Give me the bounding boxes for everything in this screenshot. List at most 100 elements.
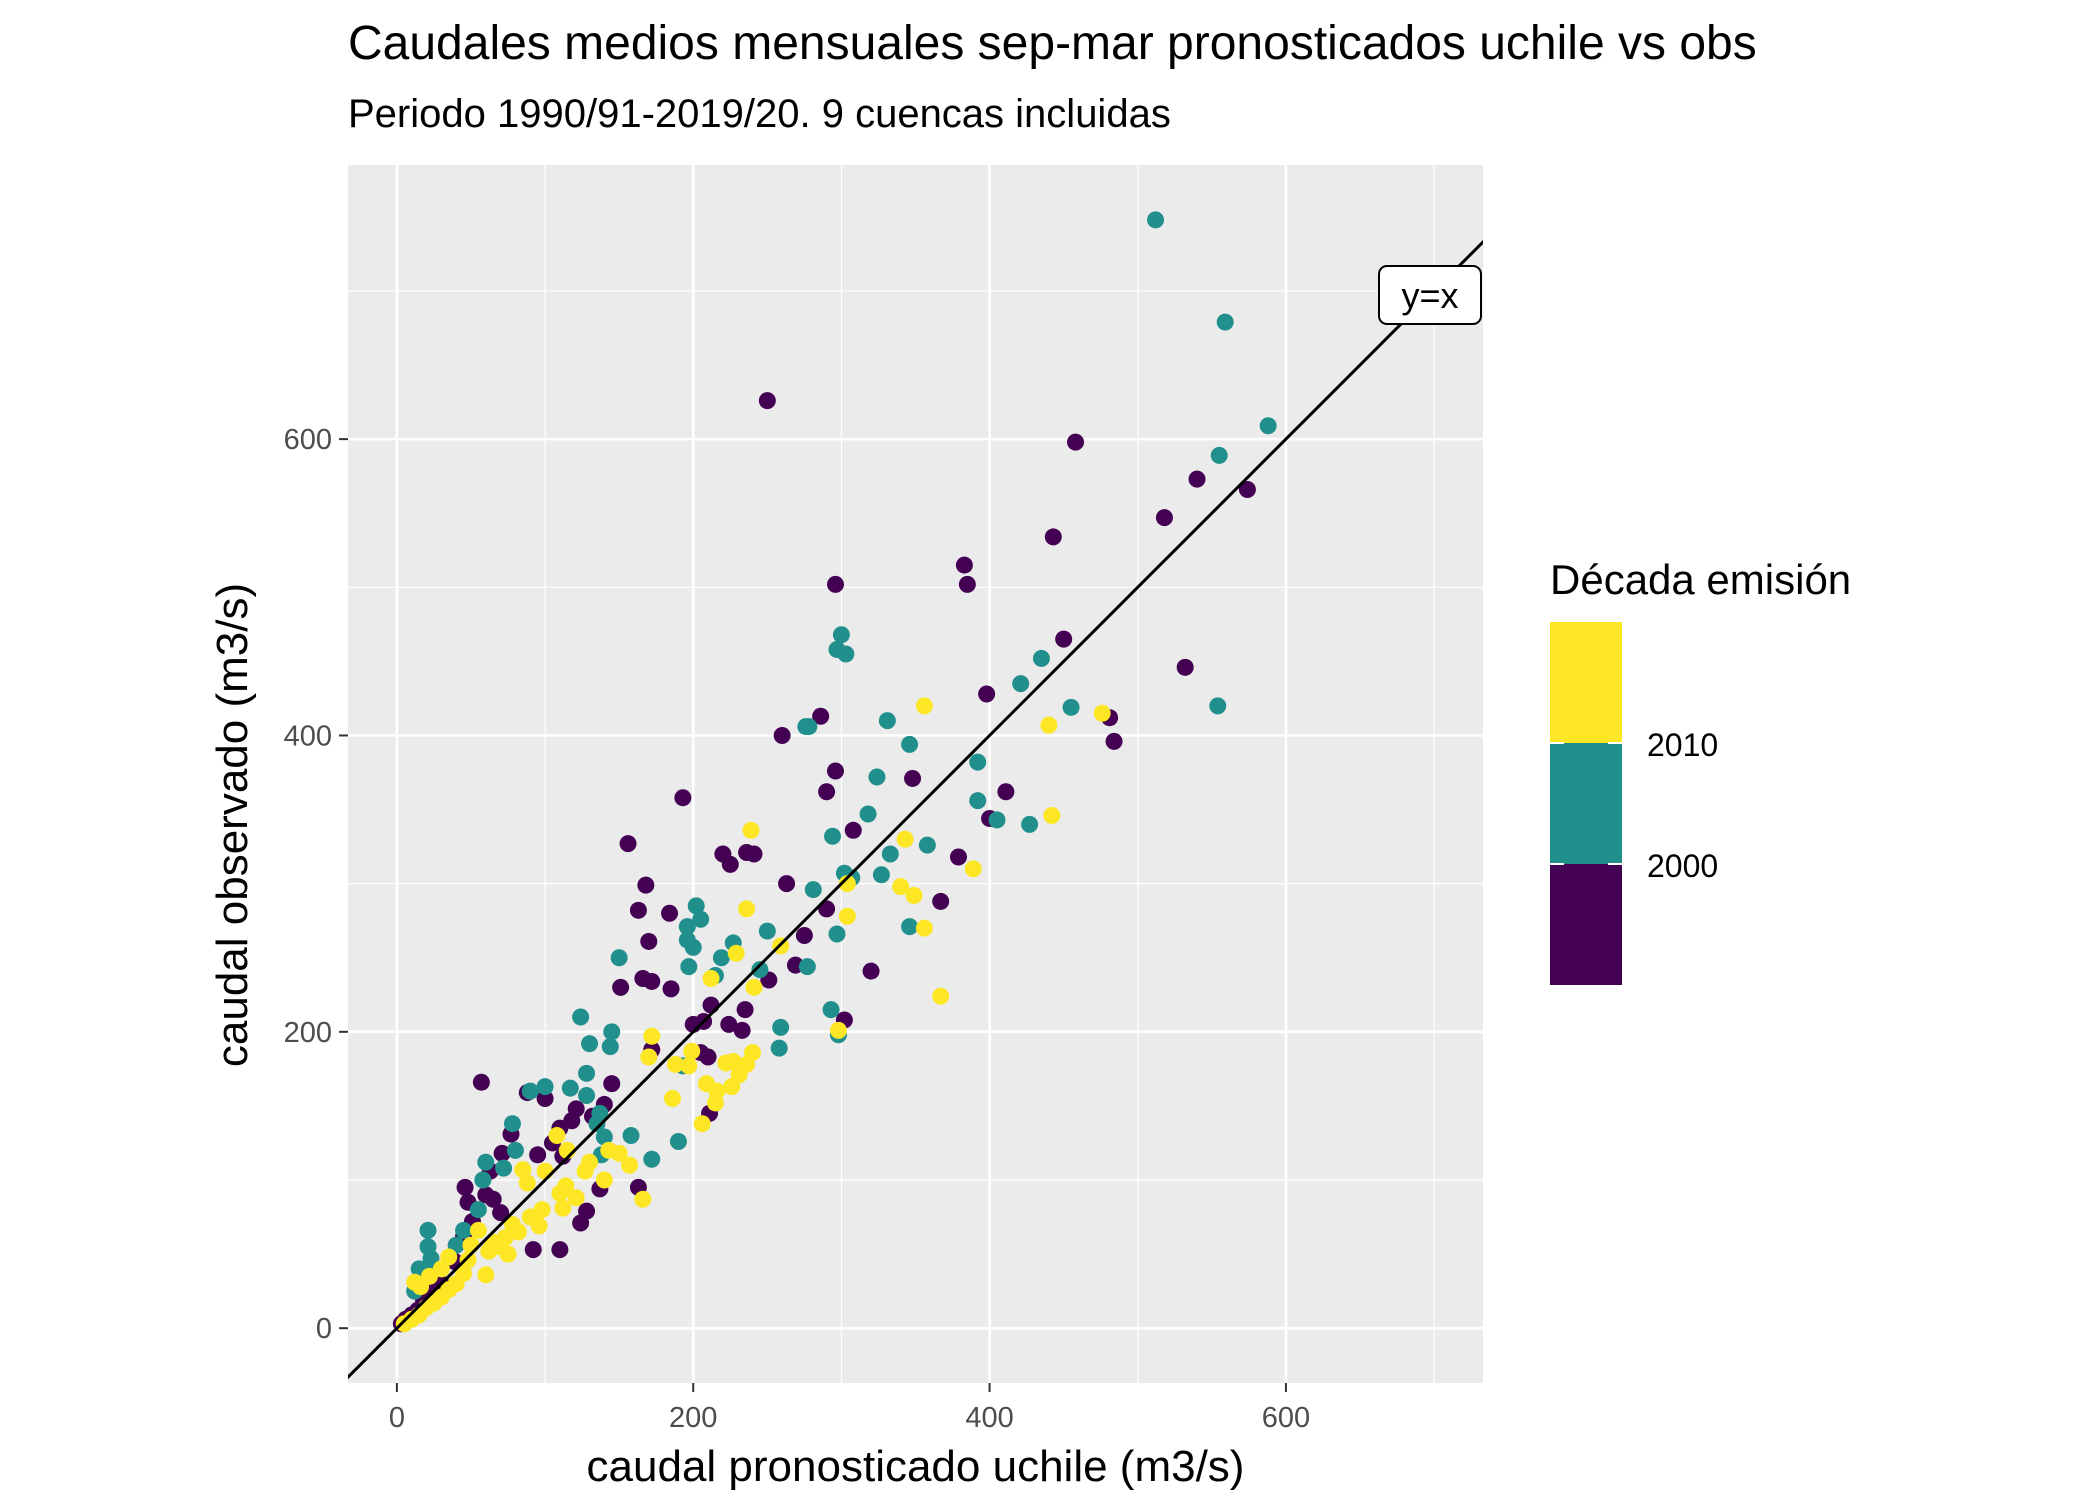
data-point — [469, 1201, 487, 1219]
data-point — [1105, 732, 1123, 750]
data-point — [800, 718, 818, 736]
data-point — [698, 1075, 716, 1093]
chart-title: Caudales medios mensuales sep-mar pronos… — [348, 17, 1757, 70]
data-point — [619, 835, 637, 853]
data-point — [978, 685, 996, 703]
data-point — [969, 792, 987, 810]
data-point — [492, 1204, 510, 1222]
data-point — [680, 958, 698, 976]
data-point — [536, 1078, 554, 1096]
data-point — [958, 575, 976, 593]
legend-label-2000: 2000 — [1647, 848, 1719, 884]
data-point — [778, 875, 796, 893]
data-point — [661, 904, 679, 922]
data-point — [683, 1042, 701, 1060]
data-point — [878, 712, 896, 730]
data-point — [603, 1075, 621, 1093]
data-point — [643, 1027, 661, 1045]
chart-subtitle: Periodo 1990/91-2019/20. 9 cuencas inclu… — [348, 92, 1171, 136]
data-point — [905, 887, 923, 905]
legend-key — [1550, 743, 1622, 864]
data-point — [518, 1174, 536, 1192]
data-point — [422, 1250, 440, 1268]
data-point — [727, 944, 745, 962]
data-point — [687, 897, 705, 915]
data-point — [581, 1035, 599, 1053]
data-point — [637, 876, 655, 894]
data-point — [600, 1141, 618, 1159]
data-point — [822, 1001, 840, 1019]
legend-colorbar — [1550, 622, 1622, 985]
data-point — [1040, 716, 1058, 734]
data-point — [988, 811, 1006, 829]
data-point — [1216, 313, 1234, 331]
data-point — [1238, 481, 1256, 499]
data-point — [477, 1266, 495, 1284]
data-point — [472, 1073, 490, 1091]
data-point — [456, 1178, 474, 1196]
data-point — [524, 1241, 542, 1259]
data-points — [392, 211, 1277, 1333]
data-point — [918, 836, 936, 854]
data-point — [832, 626, 850, 644]
data-point — [826, 575, 844, 593]
data-point — [702, 996, 720, 1014]
y-tick-label: 400 — [284, 720, 332, 752]
data-point — [455, 1221, 473, 1239]
data-point — [838, 875, 856, 893]
data-point — [881, 845, 899, 863]
data-point — [1147, 211, 1165, 229]
data-point — [419, 1221, 437, 1239]
data-point — [1021, 815, 1039, 833]
legend-title: Década emisión — [1550, 556, 1852, 603]
data-point — [804, 881, 822, 899]
data-point — [828, 925, 846, 943]
data-point — [548, 1127, 566, 1145]
data-point — [643, 972, 661, 990]
axis-ticks: 0 200 400 600 0 200 400 600 — [284, 424, 1311, 1434]
data-point — [742, 821, 760, 839]
data-point — [915, 919, 933, 937]
legend-label-2010: 2010 — [1647, 727, 1719, 763]
data-point — [692, 910, 710, 928]
data-point — [669, 1132, 687, 1150]
data-point — [901, 735, 919, 753]
identity-line-label-text: y=x — [1401, 275, 1458, 316]
data-point — [702, 969, 720, 987]
data-point — [1012, 675, 1030, 693]
data-point — [554, 1199, 572, 1217]
data-point — [622, 1127, 640, 1145]
data-point — [610, 949, 628, 967]
data-point — [872, 866, 890, 884]
data-point — [612, 978, 630, 996]
data-point — [572, 1008, 590, 1026]
data-point — [1188, 470, 1206, 488]
data-point — [1209, 697, 1227, 715]
data-point — [892, 878, 910, 896]
x-tick-label: 400 — [965, 1402, 1013, 1434]
data-point — [469, 1221, 487, 1239]
x-tick-label: 0 — [389, 1402, 405, 1434]
data-point — [1259, 417, 1277, 435]
data-point — [798, 958, 816, 976]
data-point — [896, 830, 914, 848]
data-point — [758, 392, 776, 410]
data-point — [997, 783, 1015, 801]
data-point — [493, 1144, 511, 1162]
data-point — [699, 1048, 717, 1066]
data-point — [714, 845, 732, 863]
data-point — [595, 1128, 613, 1146]
data-point — [503, 1115, 521, 1133]
data-point — [720, 1015, 738, 1033]
data-point — [503, 1215, 521, 1233]
data-point — [643, 1150, 661, 1168]
data-point — [495, 1159, 513, 1177]
data-point — [745, 978, 763, 996]
data-point — [578, 1064, 596, 1082]
data-point — [1032, 649, 1050, 667]
data-point — [603, 1023, 621, 1041]
x-tick-label: 600 — [1262, 1402, 1310, 1434]
data-point — [1043, 806, 1061, 824]
data-point — [1093, 704, 1111, 722]
data-point — [621, 1156, 639, 1174]
